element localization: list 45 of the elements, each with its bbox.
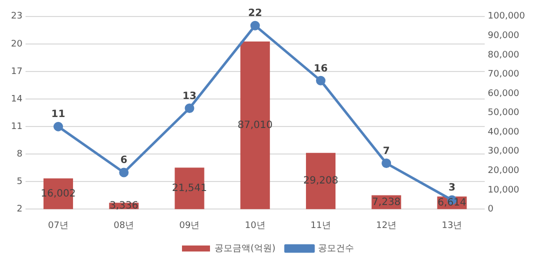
point bbox=[250, 20, 260, 30]
x-tick-label: 11년 bbox=[310, 220, 331, 231]
y-tick-label: 11 bbox=[11, 122, 22, 132]
point bbox=[382, 158, 392, 168]
y2-tick-label: 0 bbox=[488, 204, 494, 215]
data-label: 7,238 bbox=[372, 196, 401, 208]
data-label: 16 bbox=[314, 63, 328, 74]
y-tick-label: 17 bbox=[11, 66, 22, 77]
y-tick-label: 14 bbox=[11, 94, 23, 104]
x-tick-label: 13년 bbox=[442, 220, 462, 231]
x-tick-label: 07년 bbox=[48, 220, 68, 231]
data-label: 13 bbox=[182, 90, 196, 102]
legend-label: 공모금액(억원) bbox=[214, 244, 276, 254]
y2-tick-label: 30,000 bbox=[488, 146, 520, 157]
data-label: 6,614 bbox=[438, 197, 466, 208]
data-label: 7 bbox=[382, 146, 390, 157]
y-tick-label: 23 bbox=[11, 12, 22, 22]
point bbox=[316, 76, 326, 86]
legend-label: 공모건수 bbox=[318, 244, 354, 254]
x-tick-label: 09년 bbox=[179, 220, 200, 231]
y-tick-label: 8 bbox=[16, 149, 23, 160]
x-tick-label: 10년 bbox=[244, 220, 266, 231]
x-tick-label: 08년 bbox=[114, 220, 134, 231]
data-label: 6 bbox=[120, 155, 128, 166]
y2-tick-label: 10,000 bbox=[488, 185, 520, 196]
data-label: 11 bbox=[51, 109, 66, 120]
y2-tick-label: 60,000 bbox=[488, 88, 520, 99]
y2-tick-label: 70,000 bbox=[488, 70, 520, 80]
data-label: 3 bbox=[448, 182, 456, 194]
point bbox=[54, 122, 64, 132]
data-label: 22 bbox=[248, 8, 262, 20]
y2-tick-label: 90,000 bbox=[488, 31, 520, 42]
y2-tick-label: 100,000 bbox=[488, 12, 526, 22]
y-tick-label: 20 bbox=[11, 39, 23, 50]
y2-tick-label: 80,000 bbox=[488, 50, 520, 60]
y2-tick-label: 50,000 bbox=[488, 108, 520, 118]
data-label: 3,336 bbox=[110, 200, 138, 212]
point bbox=[184, 103, 194, 113]
y2-tick-label: 40,000 bbox=[488, 127, 520, 138]
y-tick-label: 5 bbox=[16, 177, 22, 187]
bar bbox=[240, 41, 270, 210]
point bbox=[119, 168, 129, 178]
y2-tick-label: 20,000 bbox=[488, 166, 520, 176]
y-tick-label: 2 bbox=[16, 204, 22, 215]
x-tick-label: 12년 bbox=[376, 220, 397, 231]
